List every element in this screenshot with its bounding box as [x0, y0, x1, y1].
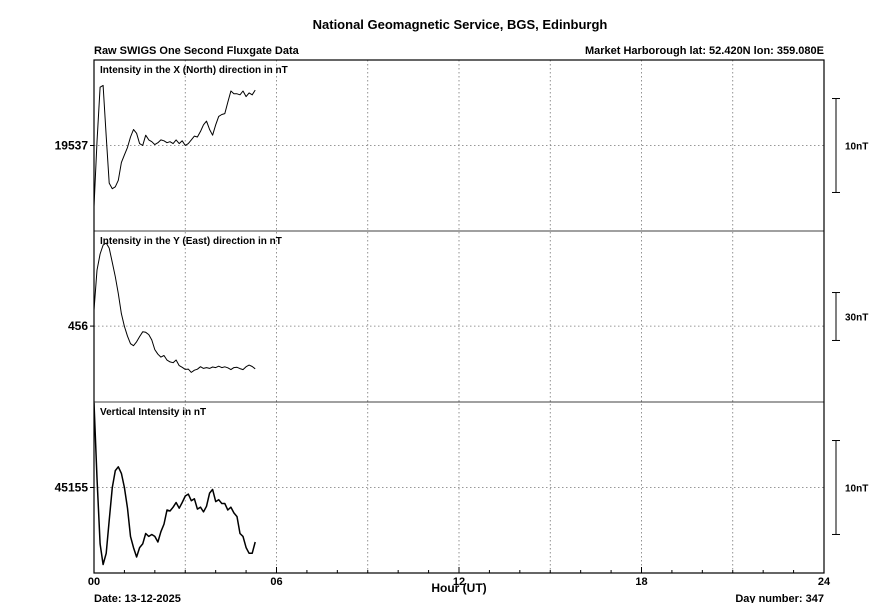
data-source-label: Raw SWIGS One Second Fluxgate Data	[94, 45, 300, 57]
day-number-label: Day number: 347	[735, 593, 824, 603]
panel-label: Intensity in the Y (East) direction in n…	[100, 236, 282, 247]
x-tick-label: 06	[270, 576, 282, 588]
scale-label: 30nT	[845, 313, 868, 324]
x-tick-label: 00	[88, 576, 100, 588]
scale-label: 10nT	[845, 484, 868, 495]
date-label: Date: 13-12-2025	[94, 593, 181, 603]
x-tick-label: 18	[635, 576, 647, 588]
panel-1: 19537 Intensity in the X (North) directio…	[55, 65, 868, 207]
station-location-label: Market Harborough lat: 52.420N lon: 359.…	[585, 45, 824, 57]
panel-3: 45155 Vertical Intensity in nT 10nT	[55, 401, 868, 566]
panel-2: 456 Intensity in the Y (East) direction i…	[68, 230, 868, 373]
y-reference-label: 19537	[55, 139, 89, 153]
data-series-line	[94, 84, 256, 207]
chart-title: National Geomagnetic Service, BGS, Edinb…	[313, 17, 608, 32]
chart-panels: 19537 Intensity in the X (North) directio…	[55, 65, 868, 566]
x-tick-label: 12	[453, 576, 465, 588]
x-axis-label: Hour (UT)	[431, 581, 486, 595]
y-reference-label: 456	[68, 319, 88, 333]
grid-lines	[184, 60, 734, 573]
panel-label: Intensity in the X (North) direction in …	[100, 65, 288, 76]
data-series-line	[94, 242, 256, 373]
x-tick-label: 24	[818, 576, 831, 588]
scale-label: 10nT	[845, 142, 868, 153]
data-series-line	[94, 402, 256, 566]
plot-frame	[93, 59, 825, 574]
panel-label: Vertical Intensity in nT	[100, 407, 206, 418]
y-reference-label: 45155	[55, 481, 89, 495]
